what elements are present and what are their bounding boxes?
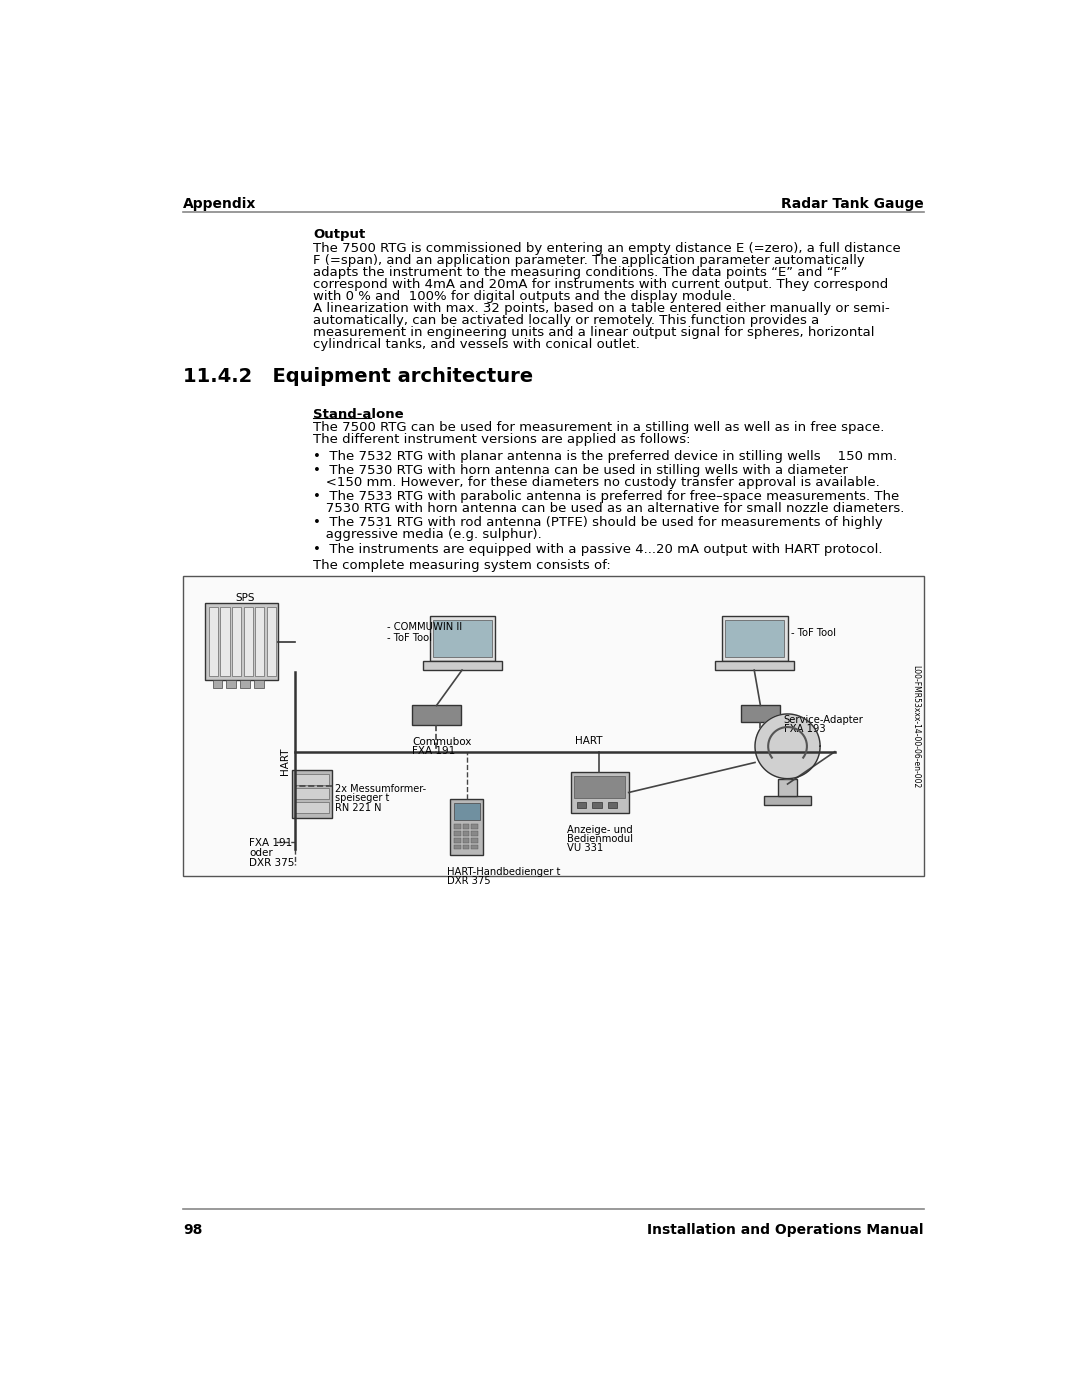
- Text: •  The 7530 RTG with horn antenna can be used in stilling wells with a diameter: • The 7530 RTG with horn antenna can be …: [313, 464, 848, 478]
- Text: automatically, can be activated locally or remotely. This function provides a: automatically, can be activated locally …: [313, 314, 820, 327]
- Bar: [455, 838, 460, 842]
- Text: •  The instruments are equipped with a passive 4...20 mA output with HART protoc: • The instruments are equipped with a pa…: [313, 542, 882, 556]
- Bar: [608, 802, 617, 807]
- Text: cylindrical tanks, and vessels with conical outlet.: cylindrical tanks, and vessels with coni…: [313, 338, 640, 351]
- Bar: [295, 788, 328, 799]
- Text: measurement in engineering units and a linear output signal for spheres, horizon: measurement in engineering units and a l…: [313, 326, 875, 339]
- Bar: [471, 845, 477, 849]
- Bar: [779, 778, 797, 795]
- Text: •  The 7532 RTG with planar antenna is the preferred device in stilling wells   : • The 7532 RTG with planar antenna is th…: [313, 450, 897, 462]
- Bar: [741, 705, 780, 722]
- Polygon shape: [755, 714, 820, 778]
- Text: HART: HART: [575, 736, 603, 746]
- Text: The 7500 RTG is commissioned by entering an empty distance E (=zero), a full dis: The 7500 RTG is commissioned by entering…: [313, 242, 901, 256]
- Bar: [455, 831, 460, 835]
- Text: The 7500 RTG can be used for measurement in a stilling well as well as in free s: The 7500 RTG can be used for measurement…: [313, 422, 885, 434]
- Bar: [208, 606, 218, 676]
- Bar: [183, 576, 924, 876]
- Bar: [471, 831, 477, 835]
- Bar: [220, 606, 230, 676]
- Text: with 0 % and  100% for digital outputs and the display module.: with 0 % and 100% for digital outputs an…: [313, 291, 737, 303]
- Text: Output: Output: [313, 228, 365, 240]
- Text: L00-FMR53xxx-14-00-06-en-002: L00-FMR53xxx-14-00-06-en-002: [912, 665, 920, 788]
- Text: <150 mm. However, for these diameters no custody transfer approval is available.: <150 mm. However, for these diameters no…: [313, 476, 880, 489]
- Text: FXA 191: FXA 191: [248, 838, 293, 848]
- Text: Appendix: Appendix: [183, 197, 256, 211]
- Text: Radar Tank Gauge: Radar Tank Gauge: [781, 197, 924, 211]
- Text: HART-Handbedienger t: HART-Handbedienger t: [446, 868, 559, 877]
- Text: FXA 193: FXA 193: [784, 724, 825, 733]
- Text: Commubox: Commubox: [413, 738, 472, 747]
- Bar: [570, 773, 629, 813]
- Bar: [725, 620, 784, 657]
- Bar: [721, 616, 787, 661]
- Bar: [463, 845, 469, 849]
- Bar: [295, 774, 328, 785]
- Text: aggressive media (e.g. sulphur).: aggressive media (e.g. sulphur).: [313, 528, 542, 542]
- Text: Anzeige- und: Anzeige- und: [567, 824, 633, 835]
- Text: HART: HART: [280, 747, 289, 775]
- Text: 98: 98: [183, 1222, 202, 1236]
- Text: 7530 RTG with horn antenna can be used as an alternative for small nozzle diamet: 7530 RTG with horn antenna can be used a…: [313, 502, 905, 515]
- Text: VU 331: VU 331: [567, 844, 603, 854]
- Text: - ToF Tool: - ToF Tool: [387, 633, 432, 643]
- Text: - COMMUWIN II: - COMMUWIN II: [387, 622, 462, 633]
- Bar: [255, 680, 264, 687]
- Text: 11.4.2   Equipment architecture: 11.4.2 Equipment architecture: [183, 366, 534, 386]
- Text: speiseger t: speiseger t: [335, 793, 389, 803]
- Text: oder: oder: [248, 848, 272, 858]
- Bar: [463, 831, 469, 835]
- Bar: [455, 824, 460, 828]
- Bar: [255, 606, 265, 676]
- Text: correspond with 4mA and 20mA for instruments with current output. They correspon: correspond with 4mA and 20mA for instrum…: [313, 278, 889, 291]
- Bar: [232, 606, 241, 676]
- Bar: [413, 705, 460, 725]
- Text: RN 221 N: RN 221 N: [335, 802, 381, 813]
- Text: •  The 7533 RTG with parabolic antenna is preferred for free–space measurements.: • The 7533 RTG with parabolic antenna is…: [313, 490, 900, 503]
- Bar: [213, 680, 221, 687]
- Bar: [267, 606, 276, 676]
- Text: FXA 191: FXA 191: [413, 746, 456, 756]
- Bar: [450, 799, 483, 855]
- Text: Stand-alone: Stand-alone: [313, 408, 404, 422]
- Bar: [205, 604, 279, 680]
- Text: F (=span), and an application parameter. The application parameter automatically: F (=span), and an application parameter.…: [313, 254, 865, 267]
- Text: Installation and Operations Manual: Installation and Operations Manual: [647, 1222, 924, 1236]
- Bar: [577, 802, 586, 807]
- Bar: [227, 680, 235, 687]
- Bar: [241, 680, 249, 687]
- Bar: [575, 777, 625, 798]
- Bar: [454, 803, 480, 820]
- Bar: [471, 824, 477, 828]
- Text: The different instrument versions are applied as follows:: The different instrument versions are ap…: [313, 433, 691, 446]
- Bar: [243, 606, 253, 676]
- Text: - ToF Tool: - ToF Tool: [792, 627, 836, 637]
- Text: •  The 7531 RTG with rod antenna (PTFE) should be used for measurements of highl: • The 7531 RTG with rod antenna (PTFE) s…: [313, 517, 883, 529]
- Bar: [295, 802, 328, 813]
- Bar: [765, 795, 811, 805]
- Text: DXR 375: DXR 375: [446, 876, 490, 887]
- Bar: [715, 661, 794, 671]
- Text: adapts the instrument to the measuring conditions. The data points “E” and “F”: adapts the instrument to the measuring c…: [313, 267, 848, 279]
- Bar: [592, 802, 602, 807]
- Bar: [433, 620, 492, 657]
- Text: DXR 375: DXR 375: [248, 858, 294, 868]
- Text: The complete measuring system consists of:: The complete measuring system consists o…: [313, 559, 611, 573]
- Text: A linearization with max. 32 points, based on a table entered either manually or: A linearization with max. 32 points, bas…: [313, 302, 890, 314]
- Bar: [463, 838, 469, 842]
- Bar: [471, 838, 477, 842]
- Text: Service-Adapter: Service-Adapter: [784, 715, 864, 725]
- Text: Bedienmodul: Bedienmodul: [567, 834, 633, 844]
- Text: 2x Messumformer-: 2x Messumformer-: [335, 784, 427, 793]
- Bar: [423, 661, 501, 671]
- Bar: [430, 616, 496, 661]
- Bar: [292, 770, 332, 817]
- Text: SPS: SPS: [235, 594, 255, 604]
- Bar: [463, 824, 469, 828]
- Bar: [455, 845, 460, 849]
